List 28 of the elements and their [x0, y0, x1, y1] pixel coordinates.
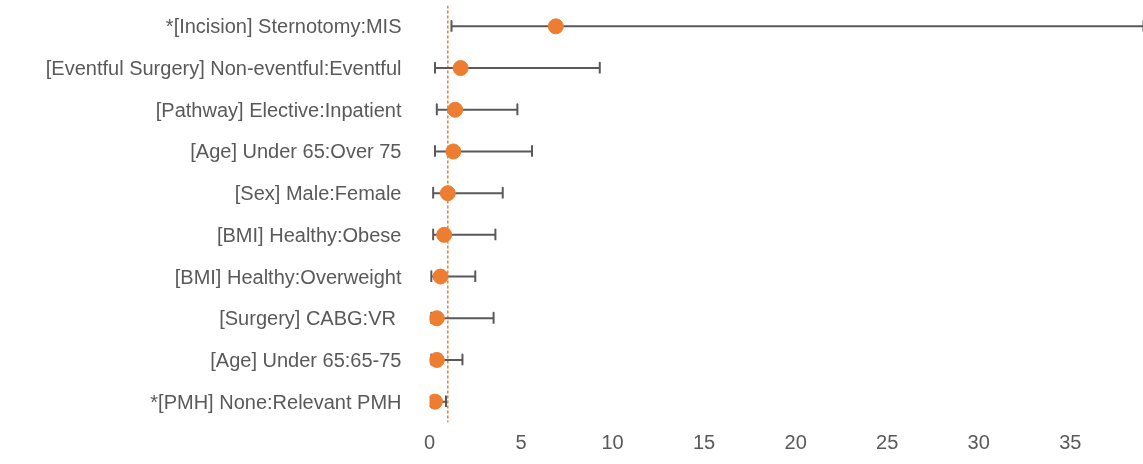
point: [429, 351, 445, 368]
x-tick-label: 15: [692, 430, 716, 453]
y-tick-label: *[PMH] None:Relevant PMH: [150, 390, 402, 413]
point: [452, 60, 469, 77]
point: [429, 393, 443, 410]
point: [429, 310, 445, 327]
y-tick-label: [Sex] Male:Female: [234, 182, 402, 205]
y-tick-label: [BMI] Healthy:Overweight: [174, 265, 402, 288]
y-tick-label: [Pathway] Elective:Inpatient: [155, 98, 402, 121]
x-tick-label: 10: [601, 430, 624, 453]
y-tick-label: [Age] Under 65:65-75: [210, 348, 402, 371]
point: [547, 18, 564, 35]
y-tick-label: *[Incision] Sternotomy:MIS: [165, 15, 402, 38]
x-tick-label: 20: [784, 430, 807, 453]
y-tick-label: [Surgery] CABG:VR: [219, 307, 396, 330]
x-tick-label: 25: [876, 430, 899, 453]
x-tick-label: 30: [967, 430, 990, 453]
x-tick-label: 0: [423, 430, 436, 453]
y-tick-label: [BMI] Healthy:Obese: [216, 223, 402, 246]
point: [439, 185, 456, 202]
y-tick-label: [Eventful Surgery] Non-eventful:Eventful: [45, 57, 402, 80]
y-tick-label: [Age] Under 65:Over 75: [190, 140, 402, 163]
point: [436, 226, 453, 243]
point: [432, 268, 449, 285]
x-tick-label: 35: [1059, 430, 1082, 453]
point: [447, 101, 464, 118]
x-tick-label: 5: [515, 430, 527, 453]
point: [445, 143, 462, 160]
